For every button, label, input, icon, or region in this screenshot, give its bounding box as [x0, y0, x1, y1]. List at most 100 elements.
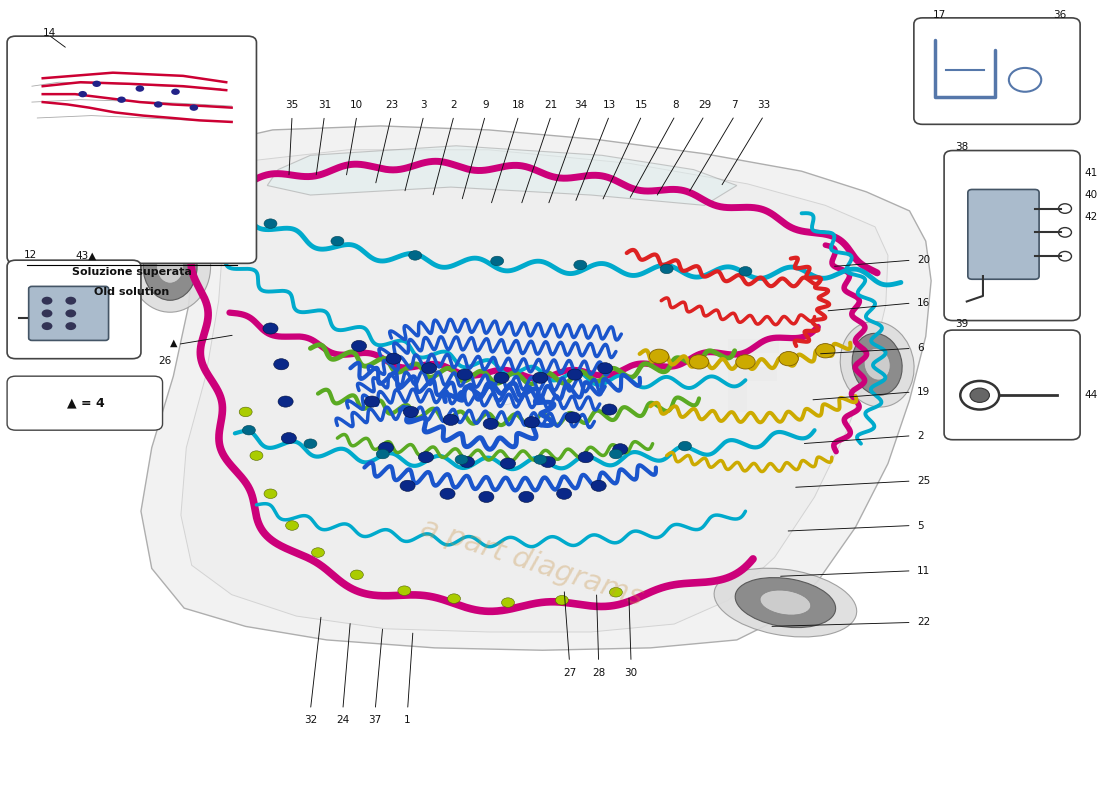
- Circle shape: [579, 452, 593, 462]
- Circle shape: [534, 455, 547, 464]
- Circle shape: [649, 349, 669, 363]
- Circle shape: [815, 343, 835, 358]
- Text: 20: 20: [917, 255, 931, 265]
- Text: 18: 18: [513, 100, 526, 110]
- Text: 33: 33: [757, 100, 770, 110]
- Ellipse shape: [852, 334, 902, 395]
- Text: 30: 30: [625, 668, 638, 678]
- Text: 22: 22: [917, 618, 931, 627]
- Polygon shape: [267, 146, 737, 206]
- Text: 10: 10: [350, 100, 363, 110]
- Circle shape: [540, 457, 556, 467]
- Circle shape: [779, 351, 799, 366]
- Text: 21: 21: [544, 100, 558, 110]
- Circle shape: [250, 451, 263, 460]
- Circle shape: [609, 450, 623, 458]
- Circle shape: [494, 372, 509, 383]
- Text: 12: 12: [24, 250, 37, 261]
- Circle shape: [65, 310, 76, 318]
- Circle shape: [970, 388, 989, 402]
- Circle shape: [660, 264, 673, 274]
- Circle shape: [378, 442, 394, 454]
- Text: 24: 24: [337, 715, 350, 726]
- Circle shape: [502, 598, 515, 607]
- Text: F: F: [719, 336, 788, 433]
- Text: 17: 17: [933, 10, 946, 20]
- Circle shape: [418, 452, 433, 462]
- Circle shape: [331, 236, 344, 246]
- Circle shape: [460, 457, 474, 467]
- Circle shape: [398, 586, 410, 595]
- Text: 36: 36: [1053, 10, 1066, 20]
- Circle shape: [690, 354, 708, 369]
- Circle shape: [565, 412, 581, 423]
- Text: 43▲: 43▲: [75, 250, 97, 261]
- Circle shape: [376, 450, 389, 458]
- Text: 2: 2: [917, 430, 924, 441]
- Circle shape: [42, 322, 53, 330]
- Text: 13: 13: [603, 100, 616, 110]
- Circle shape: [78, 91, 87, 98]
- Circle shape: [421, 362, 437, 374]
- Text: 44: 44: [1085, 390, 1098, 400]
- Ellipse shape: [714, 568, 857, 637]
- Text: ▲ = 4: ▲ = 4: [67, 397, 104, 410]
- Polygon shape: [160, 162, 235, 227]
- Circle shape: [286, 521, 298, 530]
- Text: 1: 1: [405, 715, 411, 726]
- Ellipse shape: [492, 379, 518, 405]
- Circle shape: [352, 341, 366, 351]
- FancyBboxPatch shape: [29, 286, 109, 341]
- Circle shape: [239, 407, 252, 417]
- Text: 28: 28: [592, 668, 605, 678]
- Text: 9: 9: [482, 100, 488, 110]
- Circle shape: [189, 105, 198, 111]
- Text: 15: 15: [635, 100, 649, 110]
- Circle shape: [532, 372, 548, 383]
- Circle shape: [448, 594, 461, 603]
- Text: 32: 32: [304, 715, 317, 726]
- Circle shape: [602, 404, 617, 415]
- Circle shape: [500, 458, 516, 469]
- Text: 42: 42: [1085, 212, 1098, 222]
- Circle shape: [409, 250, 421, 260]
- Circle shape: [458, 369, 472, 380]
- Ellipse shape: [735, 578, 836, 627]
- Text: 40: 40: [1085, 190, 1098, 200]
- Ellipse shape: [130, 221, 210, 312]
- Circle shape: [274, 358, 289, 370]
- Circle shape: [386, 353, 402, 364]
- Circle shape: [264, 489, 277, 498]
- Circle shape: [65, 297, 76, 305]
- Text: 29: 29: [697, 100, 711, 110]
- Text: 27: 27: [563, 668, 576, 678]
- Circle shape: [172, 89, 179, 95]
- Text: 3: 3: [420, 100, 427, 110]
- Ellipse shape: [156, 250, 184, 283]
- Circle shape: [92, 81, 101, 87]
- FancyBboxPatch shape: [968, 190, 1040, 279]
- FancyBboxPatch shape: [944, 150, 1080, 321]
- Text: 8: 8: [672, 100, 679, 110]
- Circle shape: [351, 570, 363, 579]
- Circle shape: [483, 418, 498, 430]
- FancyBboxPatch shape: [7, 376, 163, 430]
- Text: 6: 6: [917, 343, 924, 354]
- Circle shape: [455, 455, 468, 464]
- Text: 23: 23: [385, 100, 398, 110]
- Text: ▲: ▲: [169, 338, 177, 348]
- Text: 31: 31: [318, 100, 331, 110]
- Circle shape: [478, 491, 494, 502]
- Text: 39: 39: [955, 318, 968, 329]
- Text: 37: 37: [368, 715, 382, 726]
- FancyBboxPatch shape: [944, 330, 1080, 440]
- Circle shape: [574, 260, 586, 270]
- Circle shape: [525, 417, 539, 428]
- Circle shape: [263, 323, 278, 334]
- Text: 19: 19: [917, 387, 931, 397]
- Text: a part diagrams: a part diagrams: [417, 514, 647, 612]
- Circle shape: [519, 491, 534, 502]
- Text: 26: 26: [158, 356, 172, 366]
- Text: 25: 25: [917, 476, 931, 486]
- Circle shape: [591, 480, 606, 491]
